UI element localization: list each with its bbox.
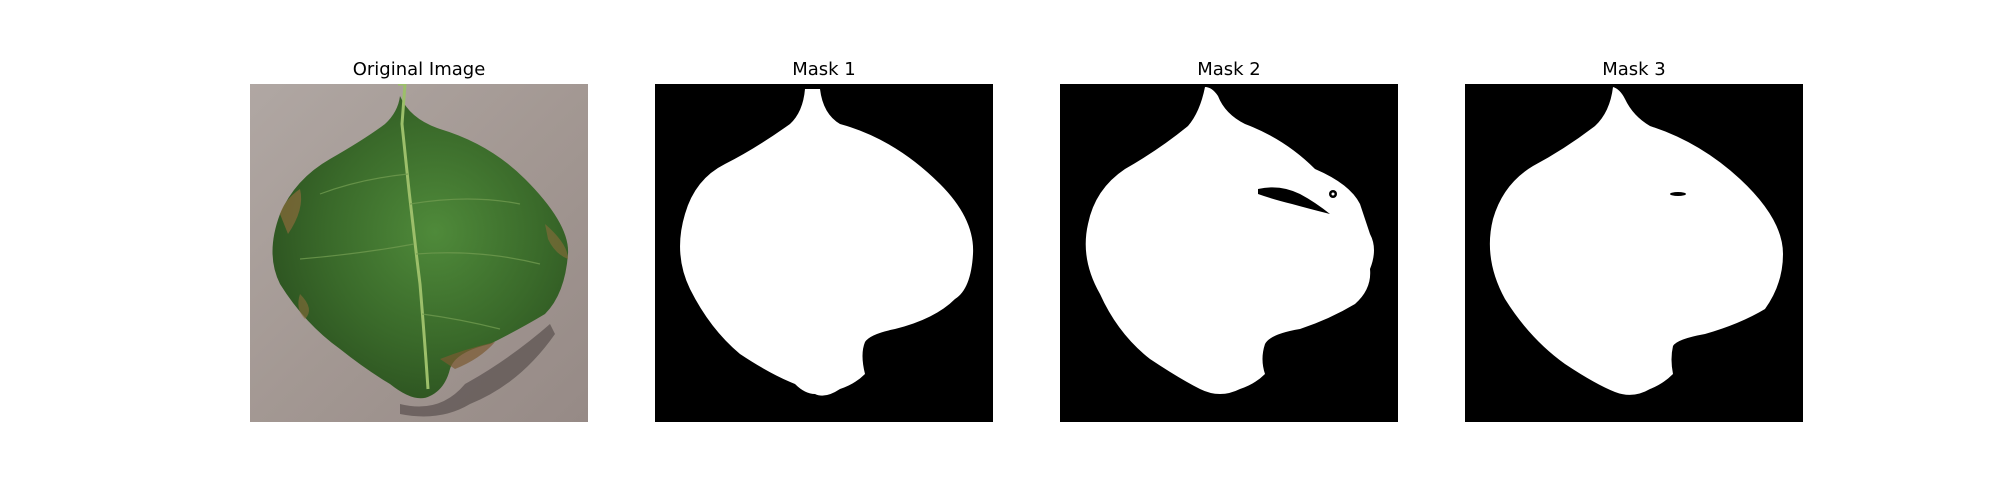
leaf — [272, 96, 569, 399]
leaf-photo — [250, 84, 588, 422]
leaf-shadow — [400, 324, 555, 417]
mask-3-hole — [1670, 192, 1686, 196]
mask-2 — [1060, 84, 1398, 422]
panel-title-original: Original Image — [352, 59, 486, 80]
leaf-midrib — [398, 84, 430, 390]
panel-title-mask-1: Mask 1 — [792, 59, 856, 80]
mask-2-leaf — [1085, 87, 1374, 394]
panel-title-mask-2: Mask 2 — [1197, 59, 1261, 80]
mask-2-image — [1060, 84, 1398, 422]
mask-1 — [655, 84, 993, 422]
mask-1-leaf — [680, 89, 974, 396]
mask-3 — [1465, 84, 1803, 422]
panel-title-mask-3: Mask 3 — [1602, 59, 1666, 80]
mask-3-leaf — [1489, 87, 1783, 395]
original-image — [250, 84, 588, 422]
mask-2-hole-1 — [1258, 187, 1330, 214]
mask-1-image — [655, 84, 993, 422]
mask-3-image — [1465, 84, 1803, 422]
